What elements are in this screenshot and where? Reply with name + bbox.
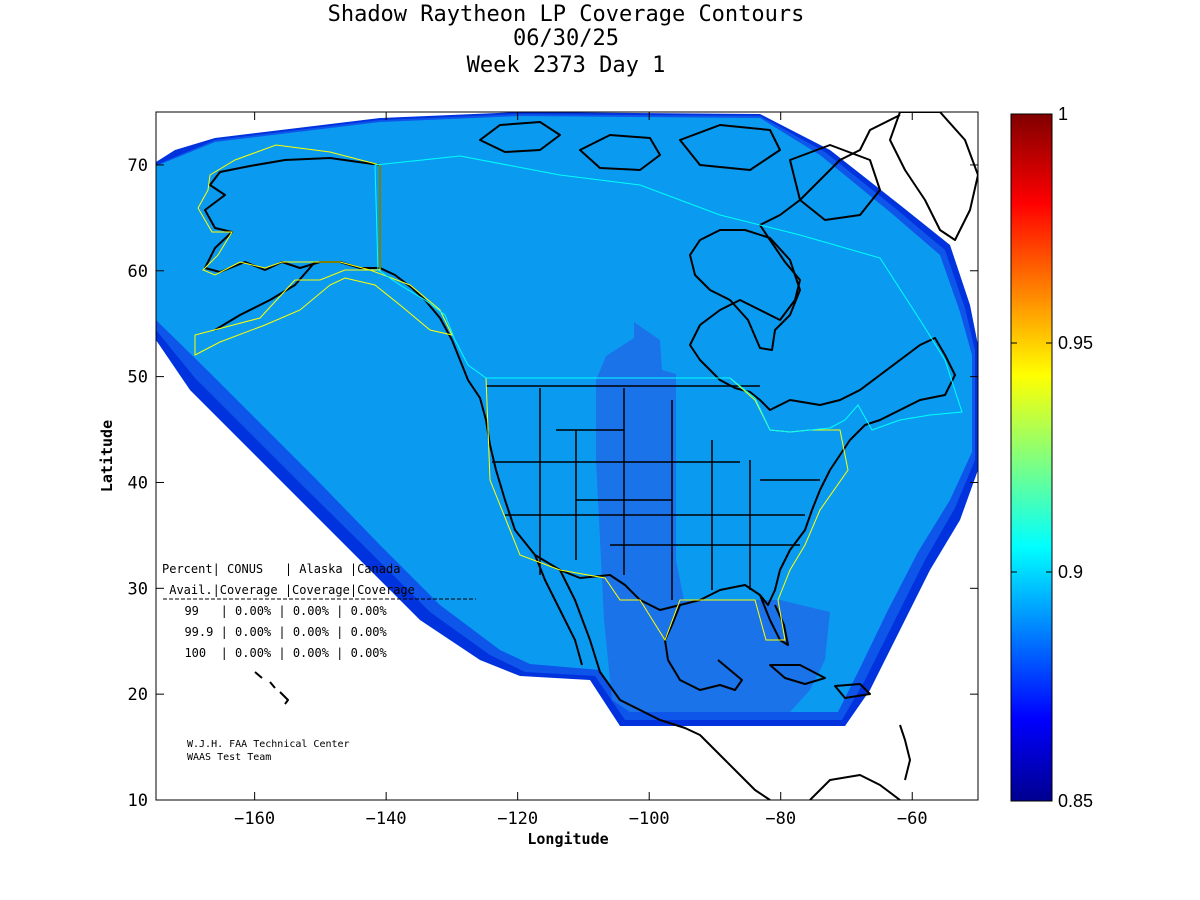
title-line-1: Shadow Raytheon LP Coverage Contours <box>328 2 805 27</box>
table-row: 100 | 0.00% | 0.00% | 0.00% <box>170 646 388 660</box>
colorbar <box>1010 113 1053 802</box>
y-axis-ticks: 10 20 30 40 50 60 70 <box>128 156 978 811</box>
coverage-band-core <box>596 322 830 712</box>
y-tick-label: 50 <box>128 368 148 388</box>
colorbar-tick-label: 0.9 <box>1058 562 1083 582</box>
y-tick-label: 10 <box>128 791 148 811</box>
x-tick-label: −160 <box>234 809 275 829</box>
y-tick-label: 40 <box>128 473 148 493</box>
title-line-2: 06/30/25 <box>513 26 619 51</box>
colorbar-tick-label: 0.95 <box>1058 333 1093 353</box>
y-tick-label: 70 <box>128 156 148 176</box>
state-lines <box>486 385 820 600</box>
service-boundaries <box>194 144 963 642</box>
y-axis-label: Latitude <box>98 420 116 492</box>
credit-line-1: W.J.H. FAA Technical Center <box>187 739 350 750</box>
coverage-main <box>156 116 972 712</box>
table-row: 99.9 | 0.00% | 0.00% | 0.00% <box>170 625 388 639</box>
y-tick-label: 60 <box>128 262 148 282</box>
title-line-3: Week 2373 Day 1 <box>467 53 666 78</box>
y-tick-label: 20 <box>128 685 148 705</box>
x-axis-ticks: −160 −140 −120 −100 −80 −60 <box>234 112 928 829</box>
colorbar-tick-label: 0.85 <box>1058 791 1093 811</box>
x-tick-label: −100 <box>629 809 670 829</box>
x-tick-label: −80 <box>765 809 796 829</box>
plot-frame <box>155 111 979 801</box>
x-tick-label: −60 <box>897 809 928 829</box>
coastlines <box>204 112 978 800</box>
x-axis-label: Longitude <box>527 830 608 848</box>
table-header-1: Percent| CONUS | Alaska |Canada <box>162 562 400 576</box>
credit-line-2: WAAS Test Team <box>187 752 271 763</box>
table-row: 99 | 0.00% | 0.00% | 0.00% <box>170 604 388 618</box>
coverage-table: Percent| CONUS | Alaska |Canada Avail.|C… <box>162 562 476 660</box>
x-tick-label: −120 <box>497 809 538 829</box>
y-tick-label: 30 <box>128 579 148 599</box>
alaska-boundary <box>194 144 453 356</box>
table-header-2: Avail.|Coverage |Coverage|Coverage <box>162 583 415 597</box>
map-area <box>156 112 978 800</box>
canada-boundary <box>374 155 963 433</box>
x-tick-label: −140 <box>366 809 407 829</box>
colorbar-ticks: 0.85 0.9 0.95 1 <box>1011 104 1093 811</box>
colorbar-tick-label: 1 <box>1058 104 1068 124</box>
